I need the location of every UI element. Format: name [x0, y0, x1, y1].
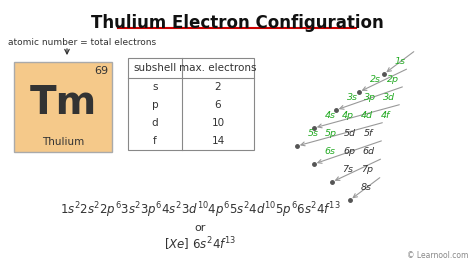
Bar — [128, 58, 254, 150]
Text: Thulium Electron Configuration: Thulium Electron Configuration — [91, 14, 383, 32]
Text: max. electrons: max. electrons — [179, 63, 257, 73]
Text: 69: 69 — [94, 66, 108, 76]
Text: subshell: subshell — [133, 63, 177, 73]
Text: 5p: 5p — [325, 130, 337, 139]
Text: 14: 14 — [211, 136, 225, 146]
Bar — [14, 62, 112, 152]
Text: or: or — [194, 223, 206, 233]
Text: 3s: 3s — [346, 94, 357, 102]
Text: 8s: 8s — [361, 184, 372, 193]
Text: 5s: 5s — [308, 130, 319, 139]
Text: d: d — [152, 118, 158, 128]
Text: 5f: 5f — [365, 130, 374, 139]
Text: 2s: 2s — [370, 76, 381, 85]
Text: atomic number = total electrons: atomic number = total electrons — [8, 38, 156, 47]
Text: 7s: 7s — [343, 165, 354, 174]
Text: 4f: 4f — [381, 111, 391, 120]
Text: Tm: Tm — [29, 84, 97, 122]
Text: 1s: 1s — [394, 57, 405, 66]
Text: 6: 6 — [215, 100, 221, 110]
Text: 6s: 6s — [325, 148, 336, 156]
Text: 4d: 4d — [361, 111, 373, 120]
Text: 4p: 4p — [342, 111, 354, 120]
Text: 3d: 3d — [383, 94, 395, 102]
Text: 10: 10 — [211, 118, 225, 128]
Text: f: f — [153, 136, 157, 146]
Text: $[Xe]\ 6s^24f^{13}$: $[Xe]\ 6s^24f^{13}$ — [164, 235, 236, 253]
Text: 7p: 7p — [361, 165, 373, 174]
Text: s: s — [152, 82, 158, 92]
Text: 6d: 6d — [362, 148, 374, 156]
Text: © Learnool.com: © Learnool.com — [407, 251, 468, 260]
Text: 3p: 3p — [364, 94, 376, 102]
Text: 6p: 6p — [343, 148, 355, 156]
Text: 2p: 2p — [387, 76, 399, 85]
Text: 5d: 5d — [344, 130, 356, 139]
Text: 2: 2 — [215, 82, 221, 92]
Text: p: p — [152, 100, 158, 110]
Text: Thulium: Thulium — [42, 137, 84, 147]
Text: $1s^22s^22p^63s^23p^64s^23d^{10}4p^65s^24d^{10}5p^66s^24f^{13}$: $1s^22s^22p^63s^23p^64s^23d^{10}4p^65s^2… — [60, 200, 340, 220]
Text: 4s: 4s — [325, 111, 336, 120]
